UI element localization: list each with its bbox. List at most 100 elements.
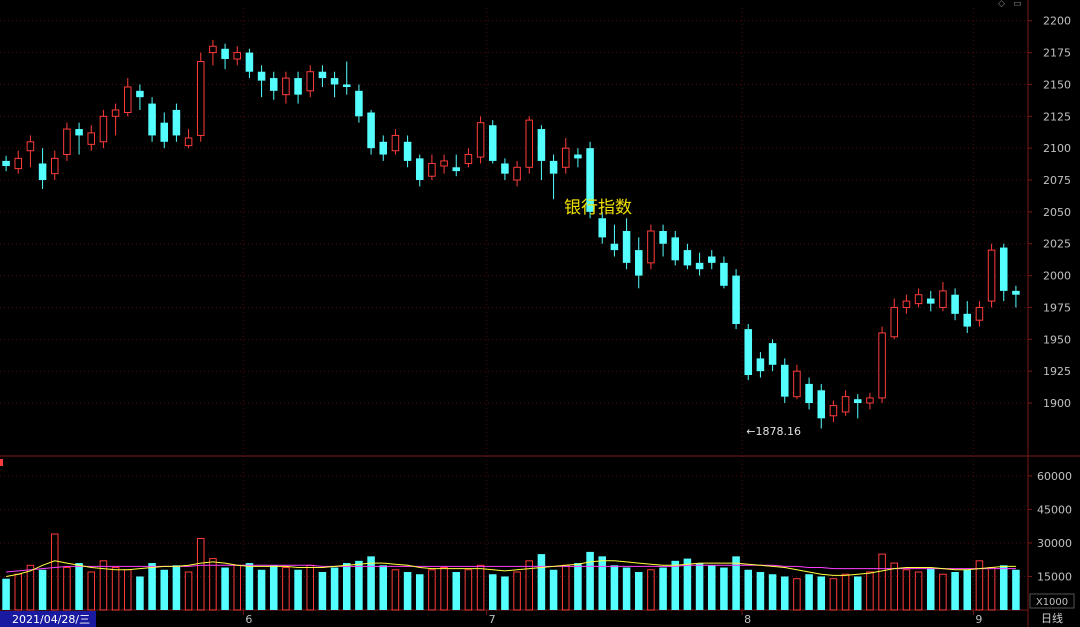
volume-bar-down (501, 576, 509, 610)
volume-bar-up (14, 573, 23, 611)
candle-down (549, 160, 558, 174)
candle-up (841, 396, 850, 413)
pane-marker (0, 459, 3, 466)
volume-bar-up (793, 578, 801, 611)
volume-bar-down (586, 551, 594, 610)
candle-down (707, 256, 716, 263)
candle-up (561, 147, 570, 168)
candle-down (598, 218, 607, 238)
volume-bar-down (294, 569, 302, 610)
candle-up (476, 122, 485, 158)
volume-bar-down (403, 572, 412, 610)
candle-up (184, 137, 193, 147)
price-tick-label: 1900 (1043, 397, 1071, 410)
restore-icon[interactable]: ◇ (998, 0, 1005, 9)
candle-up (513, 166, 521, 181)
candle-down (634, 250, 643, 276)
candle-down (2, 160, 10, 167)
volume-bar-down (707, 565, 716, 610)
candle-down (720, 262, 728, 286)
candle-down (853, 399, 862, 404)
candle-up (282, 77, 290, 96)
month-tick-label: 8 (744, 613, 751, 626)
volume-bar-down (148, 563, 156, 610)
volume-bar-down (926, 567, 935, 610)
candle-down (586, 148, 594, 212)
candle-up (793, 370, 801, 398)
volume-bar-up (464, 569, 473, 611)
candle-up (209, 45, 217, 54)
volume-bar-down (732, 556, 740, 610)
candle-up (123, 86, 132, 113)
candle-down (160, 122, 169, 142)
candle-up (525, 119, 534, 168)
volume-bar-up (513, 571, 521, 611)
volume-bar-down (780, 576, 789, 610)
candle-down (172, 109, 181, 136)
candle-down (294, 78, 302, 95)
candle-down (148, 103, 156, 136)
volume-moving-averages (6, 560, 1016, 577)
candle-up (902, 300, 911, 308)
candle-down (501, 163, 509, 174)
volume-bar-up (391, 569, 400, 611)
price-tick-label: 2200 (1043, 15, 1071, 28)
price-tick-label: 1950 (1043, 333, 1071, 346)
volume-bar-down (963, 569, 972, 610)
volume-bar-down (269, 565, 278, 610)
price-tick-label: 2050 (1043, 206, 1071, 219)
volume-ma-short (6, 560, 1016, 577)
price-tick-label: 2000 (1043, 270, 1071, 283)
volume-bar-up (282, 567, 290, 611)
price-tick-label: 2125 (1043, 110, 1071, 123)
volume-bar-down (610, 565, 619, 610)
volume-bar-down (330, 567, 339, 610)
candle-down (379, 141, 388, 155)
volume-bar-up (196, 537, 205, 611)
volume-bar-up (829, 578, 838, 611)
candle-down (610, 243, 619, 251)
candle-down (75, 129, 83, 136)
volume-bar-up (111, 567, 120, 611)
volume-bar-up (63, 567, 71, 611)
candle-down (355, 90, 363, 117)
month-tick-label: 9 (975, 613, 982, 626)
candle-up (829, 405, 838, 417)
candle-down (805, 383, 813, 404)
candle-up (196, 61, 205, 136)
volume-bar-up (647, 569, 655, 611)
volume-bar-up (306, 564, 315, 611)
candle-down (768, 343, 777, 365)
volume-bar-down (659, 567, 667, 610)
candle-up (975, 306, 984, 321)
period-label[interactable]: 日线 (1041, 611, 1063, 625)
candle-down (318, 71, 327, 79)
volume-bar-up (561, 564, 570, 611)
month-tick-label: 7 (489, 613, 496, 626)
volume-bar-down (2, 578, 10, 610)
volume-bar-up (525, 560, 534, 611)
candle-up (50, 157, 59, 175)
volume-bar-down (245, 563, 254, 610)
candle-down (817, 390, 826, 419)
candle-up (99, 115, 108, 143)
candle-up (233, 52, 242, 60)
price-tick-label: 2075 (1043, 174, 1071, 187)
month-tick-label: 6 (245, 613, 252, 626)
candle-up (440, 160, 448, 167)
candle-down (951, 294, 959, 314)
maximize-icon[interactable]: ▭ (1013, 0, 1022, 9)
candle-down (221, 48, 229, 59)
volume-bar-down (756, 572, 765, 610)
volume-bar-down (1012, 569, 1020, 610)
volume-bar-up (209, 558, 217, 611)
volume-bar-down (999, 565, 1008, 610)
candle-down (342, 84, 351, 88)
volume-bar-down (598, 556, 607, 610)
volume-bars (2, 533, 1020, 611)
volume-bar-up (233, 564, 242, 611)
candle-down (1012, 290, 1020, 295)
price-tick-label: 2175 (1043, 47, 1071, 60)
